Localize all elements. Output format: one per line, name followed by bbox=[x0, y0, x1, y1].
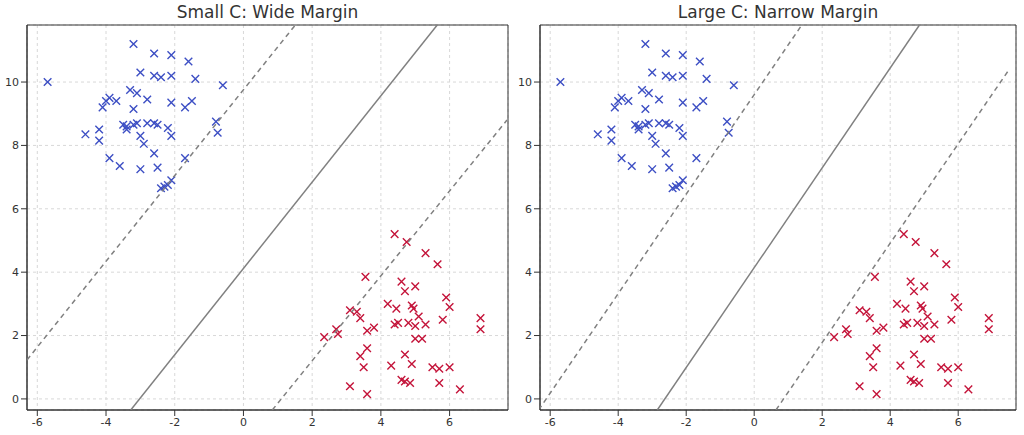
svg-text:6: 6 bbox=[12, 203, 19, 216]
svg-text:-4: -4 bbox=[613, 416, 624, 429]
svg-text:0: 0 bbox=[751, 416, 758, 429]
svg-text:2: 2 bbox=[525, 329, 532, 342]
svg-text:4: 4 bbox=[377, 416, 384, 429]
svg-text:10: 10 bbox=[8, 76, 19, 89]
svg-text:-6: -6 bbox=[32, 416, 43, 429]
svg-text:4: 4 bbox=[887, 416, 894, 429]
html-text:Large C: Narrow Margin: Large C: Narrow Margin bbox=[677, 2, 879, 22]
svg-text:8: 8 bbox=[525, 139, 532, 152]
html-text:Small C: Wide Margin: Small C: Wide Margin bbox=[176, 2, 359, 22]
svg-text:0: 0 bbox=[525, 393, 532, 406]
svg-text:10: 10 bbox=[518, 76, 532, 89]
svg-text:8: 8 bbox=[12, 139, 19, 152]
svg-text:-2: -2 bbox=[169, 416, 180, 429]
svg-text:-2: -2 bbox=[681, 416, 692, 429]
svg-text:4: 4 bbox=[525, 266, 532, 279]
svg-text:4: 4 bbox=[12, 266, 19, 279]
svg-text:6: 6 bbox=[955, 416, 962, 429]
svg-text:0: 0 bbox=[12, 393, 19, 406]
svg-text:-6: -6 bbox=[545, 416, 556, 429]
svg-text:2: 2 bbox=[12, 329, 19, 342]
svg-text:6: 6 bbox=[525, 203, 532, 216]
svg-text:2: 2 bbox=[309, 416, 316, 429]
svg-text:0: 0 bbox=[240, 416, 247, 429]
svg-text:-4: -4 bbox=[101, 416, 112, 429]
svg-text:2: 2 bbox=[819, 416, 826, 429]
svg-text:6: 6 bbox=[446, 416, 453, 429]
